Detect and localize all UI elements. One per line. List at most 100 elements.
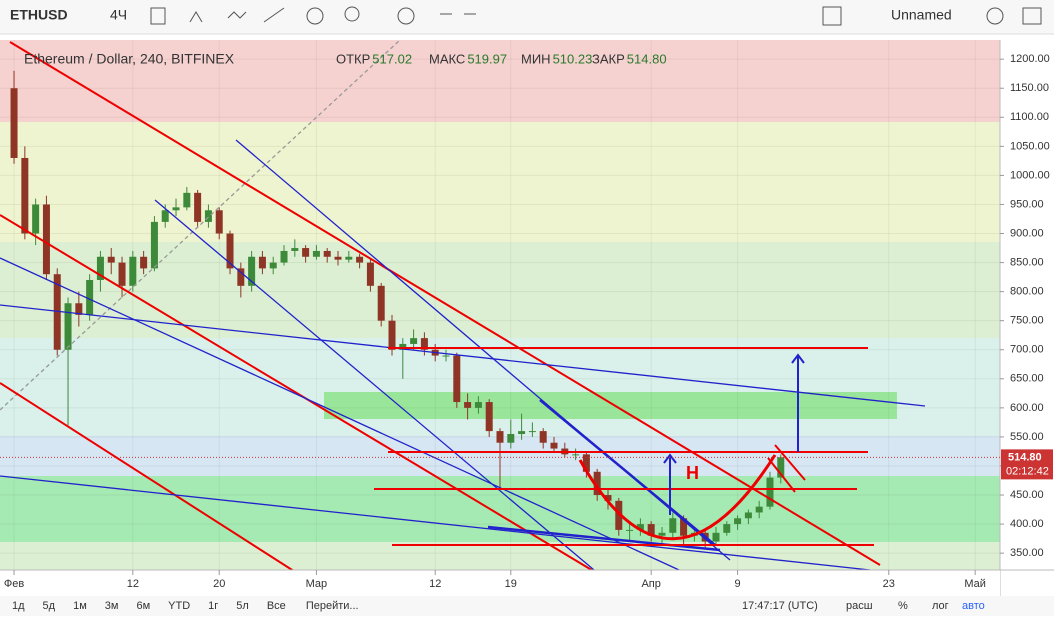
candle-body [550, 442, 558, 449]
blue-trend [154, 199, 601, 576]
last-price-box [1001, 449, 1053, 480]
scale-option[interactable]: авто [962, 600, 985, 612]
candle-body [129, 256, 137, 286]
pattern-label: Н [686, 463, 699, 483]
ohlc-value: 510.23 [553, 51, 593, 66]
candle-body [32, 204, 40, 234]
range-button[interactable]: Все [267, 600, 286, 612]
y-tick-label: 650.00 [1010, 373, 1044, 385]
candle-body [528, 431, 536, 433]
candle-body [507, 434, 515, 443]
candle-body [658, 532, 666, 536]
scale-option[interactable]: расш [846, 600, 873, 612]
y-tick-label: 900.00 [1010, 227, 1044, 239]
candle-body [604, 495, 612, 501]
candle-body [669, 518, 677, 533]
layout-name[interactable]: Unnamed [891, 7, 952, 23]
x-tick-label: 12 [127, 578, 139, 590]
y-tick-label: 550.00 [1010, 431, 1044, 443]
candle-body [626, 529, 634, 531]
ohlc-label: МАКС [429, 51, 465, 66]
y-tick-label: 1200.00 [1010, 53, 1050, 65]
candle-body [150, 221, 158, 269]
flag [774, 444, 806, 481]
toolbar [0, 0, 1054, 34]
y-tick-label: 350.00 [1010, 547, 1044, 559]
channel-bottom [0, 382, 301, 576]
candle-body [204, 210, 212, 222]
scale-option[interactable]: лог [932, 600, 949, 612]
candle-body [485, 402, 493, 432]
candle-body [140, 256, 148, 269]
y-tick-label: 1000.00 [1010, 169, 1050, 181]
range-button[interactable]: 1д [12, 600, 25, 612]
y-tick-label: 1100.00 [1010, 111, 1049, 123]
x-tick-label: Май [964, 578, 986, 590]
range-button[interactable]: 5л [236, 600, 249, 612]
candle-body [21, 157, 29, 234]
x-tick-label: Фев [4, 578, 24, 590]
channel-top [9, 41, 881, 566]
ohlc-label: ЗАКР [592, 51, 625, 66]
candle-body [172, 207, 180, 211]
range-button[interactable]: 3м [105, 600, 119, 612]
countdown: 02:12:42 [1006, 465, 1049, 477]
candle-body [345, 256, 353, 260]
candle-body [226, 233, 234, 269]
candle-body [453, 355, 461, 403]
blue-trend [0, 304, 926, 407]
range-button[interactable]: 5д [43, 600, 56, 612]
candle-body [248, 256, 256, 286]
channel-mid [0, 214, 601, 576]
symbol[interactable]: ETHUSD [10, 7, 68, 23]
range-button[interactable]: YTD [168, 600, 190, 612]
last-price: 514.80 [1008, 451, 1042, 463]
candle-body [323, 250, 331, 257]
candle-body [399, 343, 407, 350]
x-tick-label: Апр [641, 578, 660, 590]
ohlc-value: 514.80 [627, 51, 667, 66]
candle-body [496, 431, 504, 443]
y-tick-label: 600.00 [1010, 402, 1044, 414]
y-tick-label: 800.00 [1010, 286, 1044, 298]
candle-body [766, 477, 774, 507]
zone-teal [0, 338, 1000, 436]
clock: 17:47:17 (UTC) [742, 600, 818, 612]
candle-body [539, 431, 547, 443]
candle-body [582, 454, 590, 472]
blue-trend [0, 257, 691, 576]
candle-body [777, 457, 785, 478]
candle-body [377, 285, 385, 321]
box-zone [324, 392, 897, 419]
candle-body [518, 431, 526, 435]
ohlc-label: ОТКР [336, 51, 370, 66]
toolbar-icons [150, 6, 1042, 26]
range-button[interactable]: 6м [136, 600, 150, 612]
y-tick-label: 1150.00 [1010, 82, 1049, 94]
scale-option[interactable]: % [898, 600, 908, 612]
candle-body [410, 338, 418, 344]
candle-body [680, 518, 688, 536]
range-button[interactable]: 1м [73, 600, 87, 612]
interval[interactable]: 4Ч [110, 7, 127, 23]
zone-red [0, 40, 1000, 122]
candle-body [75, 303, 83, 315]
candle-body [291, 248, 299, 251]
candle-body [86, 280, 94, 315]
y-tick-label: 850.00 [1010, 256, 1044, 268]
candle-body [356, 256, 364, 263]
candle-body [107, 256, 115, 263]
candle-body [464, 402, 472, 408]
target-arrow [663, 353, 805, 515]
candle-body [755, 506, 763, 513]
x-tick-label: Мар [306, 578, 328, 590]
goto-button[interactable]: Перейти... [306, 600, 359, 612]
candle-body [161, 210, 169, 222]
candle-body [183, 192, 191, 208]
candle-body [269, 262, 277, 269]
candle-body [10, 88, 18, 158]
candle-body [258, 256, 266, 269]
zone-green [0, 242, 1000, 338]
range-button[interactable]: 1г [208, 600, 218, 612]
